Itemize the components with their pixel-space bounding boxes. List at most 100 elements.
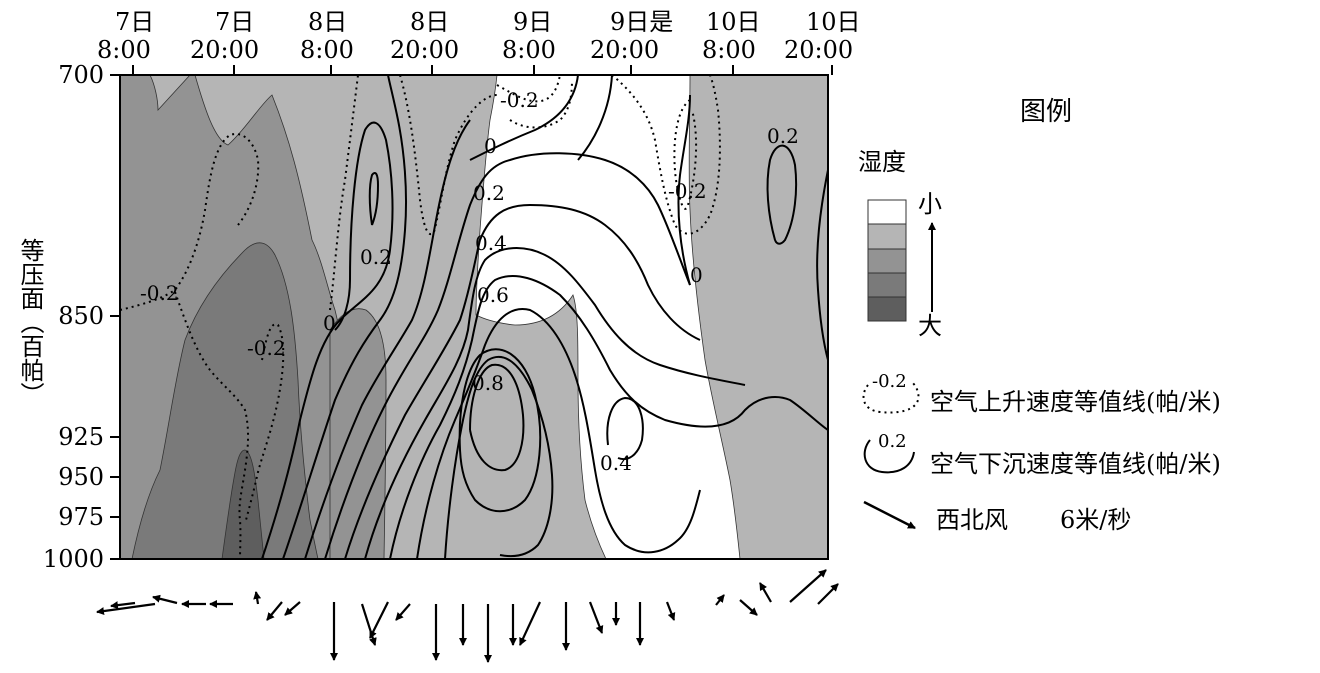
contour-rising-top bbox=[496, 75, 561, 103]
contour-sinking-a bbox=[282, 75, 407, 559]
x-tick-time: 8:00 bbox=[702, 36, 756, 64]
contour-label: 0.2 bbox=[360, 245, 392, 269]
contour-label: 0.2 bbox=[767, 124, 799, 148]
y-tick-label: 700 bbox=[58, 61, 104, 89]
y-axis-title: 等压面（百帕） bbox=[16, 238, 44, 406]
x-tick-day: 9日 bbox=[513, 8, 552, 36]
humidity-large-label: 大 bbox=[918, 312, 942, 340]
wind-arrow bbox=[360, 603, 377, 646]
humidity-region-darkest bbox=[221, 449, 265, 559]
x-axis: 7日 8:00 7日 20:00 8日 8:00 8日 20:00 9日 8:0… bbox=[97, 8, 861, 75]
contour-sinking-g bbox=[416, 308, 701, 559]
wind-arrow bbox=[96, 602, 156, 616]
legend-humidity-label: 湿度 bbox=[858, 148, 906, 176]
rising-contour-value: -0.2 bbox=[872, 371, 907, 392]
wind-arrow bbox=[789, 569, 827, 603]
wind-arrow bbox=[817, 583, 839, 605]
humidity-swatch bbox=[867, 272, 907, 298]
contour-label: -0.2 bbox=[140, 281, 179, 305]
wind-arrow bbox=[369, 601, 389, 639]
wind-arrow bbox=[665, 601, 676, 621]
contour-lines bbox=[120, 75, 828, 559]
x-tick-day: 7日 bbox=[215, 8, 254, 36]
humidity-region-middle bbox=[329, 308, 387, 559]
y-tick-label: 850 bbox=[58, 302, 104, 330]
contour-rising-8day bbox=[399, 75, 498, 235]
humidity-swatch bbox=[867, 199, 907, 225]
sinking-contour-sample-icon bbox=[863, 439, 915, 474]
contour-sinking-top-right bbox=[577, 75, 613, 161]
contour-rising-right-outer bbox=[611, 75, 721, 235]
contour-label: -0.2 bbox=[247, 336, 286, 360]
humidity-region-dry bbox=[475, 75, 741, 559]
wind-legend-text: 西北风 bbox=[936, 506, 1008, 534]
wind-arrow bbox=[759, 582, 772, 603]
contour-sinking-right-02 bbox=[766, 144, 798, 245]
wind-legend-speed: 6米/秒 bbox=[1060, 506, 1131, 534]
contour-label: 0 bbox=[484, 134, 497, 158]
x-tick-time: 20:00 bbox=[784, 36, 853, 64]
wind-arrow bbox=[588, 601, 604, 634]
contour-label: -0.2 bbox=[500, 88, 539, 112]
contour-sinking-d bbox=[344, 203, 701, 559]
contour-sinking-f bbox=[389, 275, 828, 559]
contour-rising-left-lower bbox=[174, 291, 249, 559]
contour-sinking-b bbox=[304, 119, 471, 559]
rising-contour-sample-icon bbox=[862, 381, 920, 414]
x-tick-time: 8:00 bbox=[300, 36, 354, 64]
x-tick-time: 8:00 bbox=[502, 36, 556, 64]
contour-label: 0.4 bbox=[600, 451, 632, 475]
contour-sinking-08 bbox=[469, 363, 525, 472]
x-tick-time: 8:00 bbox=[97, 36, 151, 64]
wind-arrow bbox=[519, 601, 541, 646]
legend-title: 图例 bbox=[1020, 97, 1072, 127]
contour-sinking-right-edge bbox=[816, 169, 828, 361]
wind-arrow bbox=[739, 599, 758, 616]
wind-arrow bbox=[253, 591, 262, 605]
wind-arrow bbox=[395, 603, 411, 621]
sinking-contour-value: 0.2 bbox=[878, 431, 907, 452]
y-tick-label: 1000 bbox=[43, 545, 104, 573]
contour-rising-right bbox=[673, 99, 698, 210]
x-tick-day: 8日 bbox=[308, 8, 347, 36]
contour-rising-upper-mid bbox=[329, 75, 359, 311]
wind-arrow bbox=[152, 594, 178, 605]
humidity-swatch bbox=[867, 248, 907, 274]
contour-sinking-top-mid bbox=[469, 75, 579, 161]
sinking-contour-text: 空气下沉速度等值线(帕/米) bbox=[930, 450, 1221, 478]
x-tick-day: 7日 bbox=[115, 8, 154, 36]
legend: 图例 湿度 小 大 -0.2 空气上升速度等值线(帕/米) 0.2 空气下沉速度… bbox=[858, 97, 1221, 534]
contour-sinking-04-right bbox=[606, 396, 644, 460]
wind-arrows bbox=[96, 569, 839, 663]
wind-arrow bbox=[266, 601, 283, 621]
contour-label: -0.2 bbox=[668, 179, 707, 203]
contour-sinking-08-outer bbox=[458, 348, 542, 513]
x-tick-day: 10日 bbox=[806, 8, 861, 36]
contour-label: 0 bbox=[323, 311, 336, 335]
humidity-scale bbox=[867, 199, 907, 322]
contour-rising-center bbox=[245, 323, 285, 521]
contour-label: 0 bbox=[690, 263, 703, 287]
contour-sinking-02-a bbox=[368, 172, 380, 226]
y-tick-label: 950 bbox=[58, 463, 104, 491]
y-tick-label: 975 bbox=[58, 503, 104, 531]
contour-value-labels: -0.2 0 0.2 -0.2 0.2 -0.2 0.2 0 0.4 0.6 -… bbox=[140, 88, 799, 475]
humidity-swatch bbox=[867, 296, 907, 322]
wind-arrow bbox=[715, 594, 725, 606]
plot-area: -0.2 0 0.2 -0.2 0.2 -0.2 0.2 0 0.4 0.6 -… bbox=[120, 75, 828, 559]
wind-arrow bbox=[110, 601, 136, 610]
contour-sinking-c bbox=[324, 152, 691, 559]
x-tick-day: 8日 bbox=[410, 8, 449, 36]
contour-sinking-e bbox=[364, 247, 746, 559]
humidity-small-label: 小 bbox=[918, 190, 942, 218]
humidity-swatch bbox=[867, 223, 907, 250]
rising-contour-text: 空气上升速度等值线(帕/米) bbox=[930, 388, 1221, 416]
contour-sinking-right-0 bbox=[677, 94, 691, 286]
wind-legend-arrow-icon bbox=[863, 500, 916, 530]
contour-label: 0.6 bbox=[477, 283, 509, 307]
x-tick-day: 9日是 bbox=[610, 8, 673, 36]
x-tick-day: 10日 bbox=[706, 8, 761, 36]
y-tick-label: 925 bbox=[58, 423, 104, 451]
y-axis: 700 850 925 950 975 1000 等压面（百帕） bbox=[16, 61, 120, 573]
